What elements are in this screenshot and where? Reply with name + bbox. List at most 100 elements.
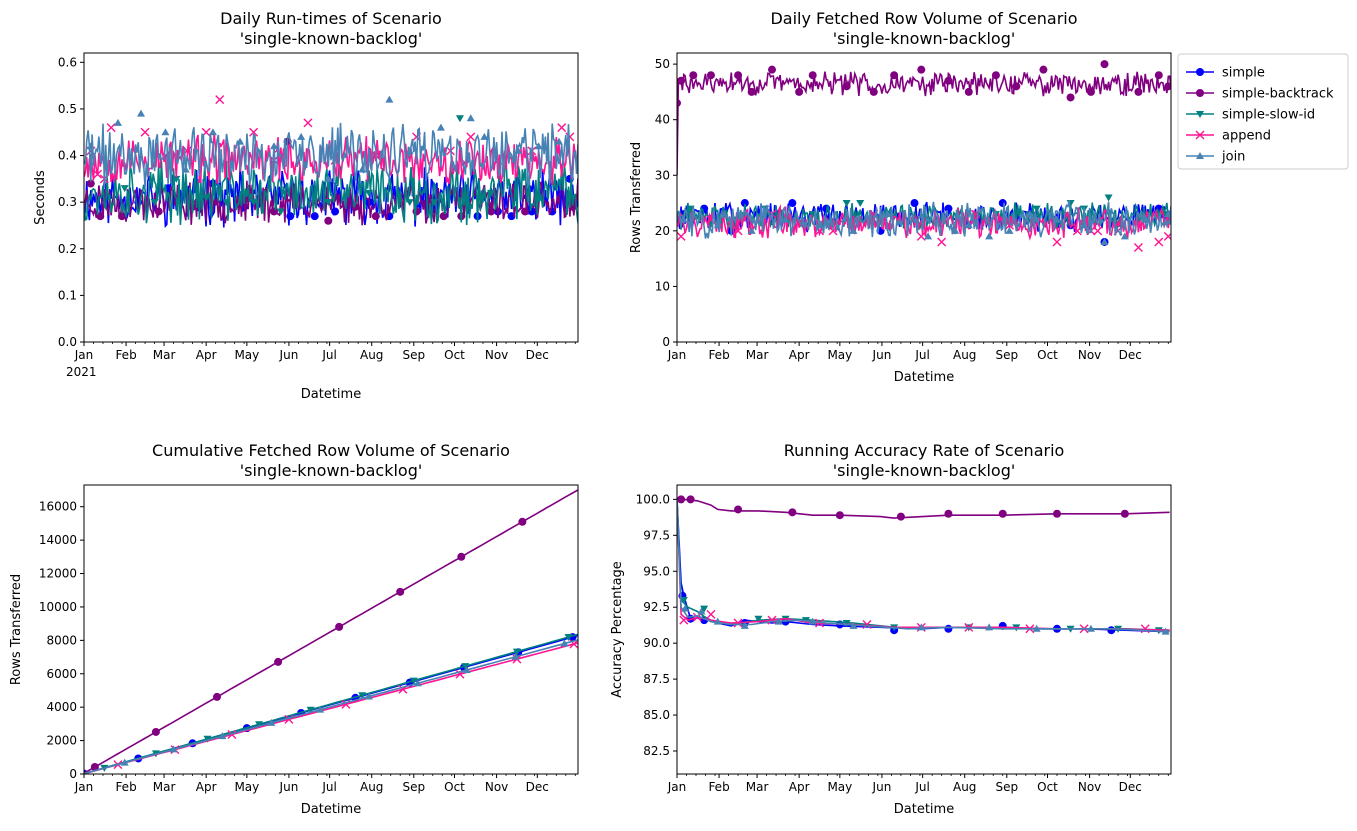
data-point-simple-backtrack — [86, 179, 95, 188]
data-point-join — [1161, 627, 1170, 635]
data-point-join — [181, 165, 190, 173]
chart-panel-1: Daily Run-times of Scenario'single-known… — [33, 9, 579, 402]
y-axis-label: Rows Transferred — [9, 574, 24, 685]
data-point-simple-backtrack — [998, 509, 1007, 518]
data-point-simple-slow-id — [255, 721, 264, 729]
chart-panel-3: Cumulative Fetched Row Volume of Scenari… — [9, 441, 579, 817]
data-point-join — [849, 621, 858, 629]
legend-label-simple: simple — [1222, 66, 1265, 81]
data-point-join — [1164, 210, 1171, 218]
data-point-join — [1120, 232, 1129, 240]
x-year-label: 2021 — [66, 365, 97, 379]
x-tick-label: Mar — [746, 780, 769, 794]
data-point-simple-slow-id — [1032, 205, 1041, 213]
x-tick-label: Feb — [115, 348, 136, 362]
data-point-join — [697, 607, 706, 615]
data-point-append — [862, 619, 872, 629]
data-point-append — [733, 618, 743, 628]
x-tick-label: Jan — [74, 348, 94, 362]
x-tick-label: May — [827, 780, 852, 794]
data-point-join — [849, 226, 858, 234]
y-tick-label: 50 — [655, 57, 670, 71]
y-tick-label: 4000 — [46, 700, 77, 714]
plot-area — [84, 95, 578, 229]
x-axis-label: Datetime — [894, 802, 954, 817]
legend-label-append: append — [1222, 129, 1271, 144]
data-point-simple-slow-id — [365, 189, 373, 197]
data-point-simple-backtrack — [677, 495, 686, 504]
data-point-join — [462, 665, 471, 673]
data-point-join — [1025, 210, 1034, 218]
y-axis-label: Seconds — [33, 170, 48, 225]
data-point-join — [1086, 624, 1095, 632]
axes-frame — [676, 484, 1172, 775]
x-tick-label: Apr — [789, 780, 810, 794]
data-point-simple-backtrack — [944, 509, 953, 518]
x-tick-label: Sep — [995, 348, 1018, 362]
data-point-join — [815, 221, 824, 229]
data-point-join — [236, 137, 245, 145]
x-tick-label: Feb — [708, 348, 729, 362]
data-point-simple-backtrack — [1039, 65, 1048, 74]
data-point-simple-backtrack — [324, 216, 333, 225]
plot-area — [677, 495, 1170, 635]
data-point-simple-backtrack — [788, 508, 797, 517]
data-point-append — [1133, 243, 1143, 253]
x-tick-label: Nov — [485, 780, 508, 794]
series-line-simple-backtrack — [84, 489, 578, 774]
legend-marker-simple-slow-id — [1196, 111, 1204, 118]
data-point-simple-slow-id — [564, 634, 573, 642]
axes-frame — [676, 52, 1172, 343]
data-point-append — [215, 95, 225, 105]
chart-title-line: 'single-known-backlog' — [833, 461, 1016, 480]
data-point-simple-backtrack — [686, 495, 695, 504]
data-point-join — [883, 210, 892, 218]
data-point-simple-slow-id — [679, 597, 688, 605]
chart-title-line: Cumulative Fetched Row Volume of Scenari… — [152, 441, 510, 460]
data-point-join — [120, 758, 129, 766]
data-point-join — [480, 132, 489, 140]
data-point-simple-backtrack — [1120, 509, 1129, 518]
x-tick-label: Jan — [74, 780, 94, 794]
data-point-simple-slow-id — [754, 615, 763, 623]
data-point-simple — [944, 624, 953, 633]
data-point-join — [1053, 215, 1061, 223]
y-tick-label: 14000 — [39, 533, 77, 547]
data-point-simple-slow-id — [306, 706, 315, 714]
data-point-simple-slow-id — [202, 194, 211, 202]
x-tick-label: Nov — [1078, 780, 1101, 794]
y-tick-label: 97.5 — [643, 528, 670, 542]
legend-marker-simple — [1196, 68, 1204, 76]
data-point-append — [227, 729, 237, 739]
x-tick-label: Jun — [872, 348, 892, 362]
x-tick-label: Dec — [526, 348, 549, 362]
data-point-simple-backtrack — [90, 762, 99, 771]
data-point-simple-backtrack — [896, 512, 905, 521]
axes-frame — [83, 484, 579, 775]
x-tick-label: Jan — [667, 780, 687, 794]
data-point-append — [557, 123, 567, 133]
series-line-join — [677, 200, 1171, 239]
data-point-simple-backtrack — [487, 207, 496, 216]
data-point-join — [555, 137, 563, 145]
series-line-append — [677, 499, 1170, 631]
data-point-simple-backtrack — [842, 82, 851, 91]
data-point-join — [466, 114, 475, 122]
x-tick-label: Jul — [914, 780, 929, 794]
data-point-append — [303, 118, 313, 128]
data-point-simple-backtrack — [151, 727, 160, 736]
x-tick-label: Jun — [872, 780, 892, 794]
x-tick-label: Sep — [402, 780, 425, 794]
x-tick-label: Dec — [526, 780, 549, 794]
y-tick-label: 90.0 — [643, 636, 670, 650]
series-join — [677, 499, 1170, 635]
data-point-simple-slow-id — [276, 208, 285, 216]
data-point-join — [436, 123, 445, 131]
series-line-join — [84, 122, 578, 188]
x-tick-label: Aug — [360, 348, 383, 362]
x-tick-label: Aug — [360, 780, 383, 794]
data-point-simple-backtrack — [439, 212, 448, 221]
x-tick-label: Apr — [789, 348, 810, 362]
data-point-simple-backtrack — [457, 552, 466, 561]
